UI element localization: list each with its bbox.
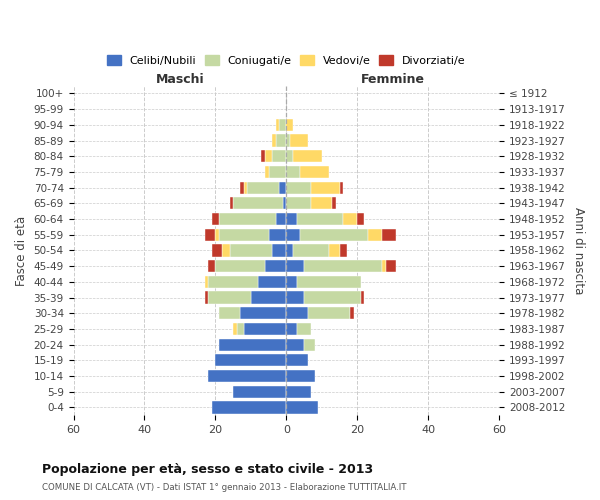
Bar	[244, 323, 286, 335]
Bar	[219, 228, 269, 241]
Bar	[340, 182, 343, 194]
Bar	[208, 292, 251, 304]
Bar	[361, 292, 364, 304]
Bar	[286, 228, 301, 241]
Bar	[286, 323, 297, 335]
Bar	[297, 276, 361, 288]
Bar	[251, 292, 286, 304]
Bar	[286, 307, 308, 320]
Bar	[311, 197, 332, 209]
Bar	[230, 197, 233, 209]
Bar	[350, 307, 353, 320]
Bar	[272, 134, 275, 146]
Legend: Celibi/Nubili, Coniugati/e, Vedovi/e, Divorziati/e: Celibi/Nubili, Coniugati/e, Vedovi/e, Di…	[104, 52, 469, 69]
Bar	[233, 197, 283, 209]
Bar	[283, 197, 286, 209]
Bar	[269, 166, 286, 178]
Bar	[215, 354, 286, 366]
Bar	[212, 213, 219, 225]
Bar	[208, 260, 215, 272]
Bar	[286, 386, 311, 398]
Bar	[329, 244, 340, 256]
Bar	[205, 292, 208, 304]
Bar	[293, 150, 322, 162]
Bar	[244, 182, 247, 194]
Bar	[233, 386, 286, 398]
Bar	[297, 323, 311, 335]
Bar	[293, 244, 329, 256]
Bar	[236, 323, 244, 335]
Bar	[223, 244, 230, 256]
Bar	[382, 260, 386, 272]
Bar	[332, 197, 336, 209]
Bar	[286, 276, 297, 288]
Bar	[304, 260, 382, 272]
Bar	[233, 323, 236, 335]
Bar	[279, 119, 286, 131]
Bar	[219, 213, 275, 225]
Bar	[304, 338, 314, 351]
Bar	[286, 166, 301, 178]
Y-axis label: Anni di nascita: Anni di nascita	[572, 207, 585, 294]
Bar	[240, 182, 244, 194]
Bar	[301, 228, 368, 241]
Bar	[272, 244, 286, 256]
Text: Maschi: Maschi	[155, 74, 204, 86]
Bar	[208, 370, 286, 382]
Bar	[386, 260, 396, 272]
Bar	[286, 354, 308, 366]
Y-axis label: Fasce di età: Fasce di età	[15, 216, 28, 286]
Bar	[275, 119, 279, 131]
Bar	[286, 338, 304, 351]
Bar	[311, 182, 340, 194]
Bar	[265, 260, 286, 272]
Bar	[212, 244, 223, 256]
Bar	[215, 228, 219, 241]
Text: Popolazione per età, sesso e stato civile - 2013: Popolazione per età, sesso e stato civil…	[42, 462, 373, 475]
Bar	[208, 276, 258, 288]
Bar	[240, 307, 286, 320]
Bar	[286, 260, 304, 272]
Bar	[205, 276, 208, 288]
Bar	[265, 150, 272, 162]
Bar	[382, 228, 396, 241]
Bar	[265, 166, 269, 178]
Bar	[205, 228, 215, 241]
Bar	[357, 213, 364, 225]
Bar	[340, 244, 347, 256]
Bar	[247, 182, 279, 194]
Bar	[286, 213, 297, 225]
Bar	[343, 213, 357, 225]
Bar	[286, 370, 314, 382]
Bar	[219, 307, 240, 320]
Bar	[269, 228, 286, 241]
Bar	[297, 213, 343, 225]
Bar	[262, 150, 265, 162]
Bar	[215, 260, 265, 272]
Bar	[304, 292, 361, 304]
Bar	[258, 276, 286, 288]
Bar	[286, 134, 290, 146]
Bar	[275, 134, 286, 146]
Bar	[286, 402, 318, 413]
Bar	[286, 244, 293, 256]
Bar	[279, 182, 286, 194]
Bar	[308, 307, 350, 320]
Bar	[286, 119, 293, 131]
Bar	[301, 166, 329, 178]
Bar	[290, 134, 308, 146]
Bar	[275, 213, 286, 225]
Bar	[286, 197, 311, 209]
Bar	[286, 150, 293, 162]
Bar	[286, 182, 311, 194]
Bar	[272, 150, 286, 162]
Bar	[368, 228, 382, 241]
Text: COMUNE DI CALCATA (VT) - Dati ISTAT 1° gennaio 2013 - Elaborazione TUTTITALIA.IT: COMUNE DI CALCATA (VT) - Dati ISTAT 1° g…	[42, 482, 407, 492]
Text: Femmine: Femmine	[361, 74, 425, 86]
Bar	[230, 244, 272, 256]
Bar	[212, 402, 286, 413]
Bar	[286, 292, 304, 304]
Bar	[219, 338, 286, 351]
